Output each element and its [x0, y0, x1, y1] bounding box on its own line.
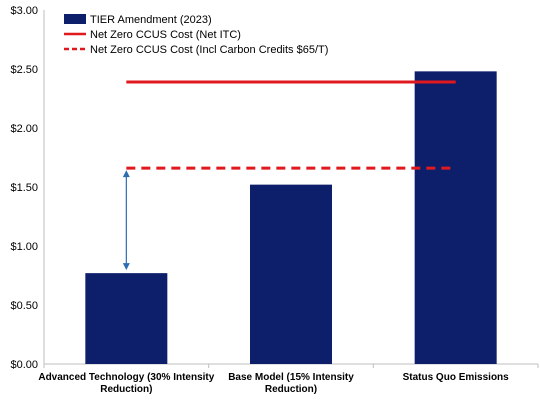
bar [250, 184, 332, 364]
legend: TIER Amendment (2023) Net Zero CCUS Cost … [64, 14, 328, 56]
legend-swatch-bar [64, 14, 86, 24]
x-tick-label-line: Reduction) [100, 384, 152, 395]
y-tick-label: $0.00 [10, 359, 38, 371]
gap-arrow [122, 170, 130, 271]
bars [85, 71, 497, 365]
bar [85, 273, 168, 364]
x-tick-label: Base Model (15% Intensity Reduction) [228, 372, 354, 395]
legend-label: Net Zero CCUS Cost (Incl Carbon Credits … [90, 44, 328, 56]
x-tick-label-line: Reduction) [265, 384, 317, 395]
x-axis: Advanced Technology (30% Intensity Reduct… [38, 363, 539, 395]
y-axis: $0.00 $0.50 $1.00 $1.50 $2.00 $2.50 $3.00 [10, 5, 45, 371]
bar [414, 71, 497, 365]
x-tick-label: Status Quo Emissions [403, 372, 510, 383]
x-tick-label: Advanced Technology (30% Intensity Reduct… [38, 372, 214, 395]
reference-lines [126, 80, 456, 170]
legend-label: TIER Amendment (2023) [90, 14, 212, 26]
y-tick-label: $3.00 [10, 5, 38, 17]
gap-arrow-head-bottom [122, 263, 130, 271]
y-tick-label: $1.00 [10, 241, 38, 253]
gap-arrow-head-top [122, 170, 130, 178]
y-tick-label: $1.50 [10, 182, 38, 194]
x-tick-label-line: Base Model (15% Intensity [228, 372, 354, 383]
y-tick-label: $2.50 [10, 64, 38, 76]
y-tick-label: $2.00 [10, 123, 38, 135]
x-tick-label-line: Advanced Technology (30% Intensity [38, 372, 214, 383]
x-tick-label-line: Status Quo Emissions [403, 372, 510, 383]
y-tick-label: $0.50 [10, 300, 38, 312]
legend-label: Net Zero CCUS Cost (Net ITC) [90, 29, 241, 41]
